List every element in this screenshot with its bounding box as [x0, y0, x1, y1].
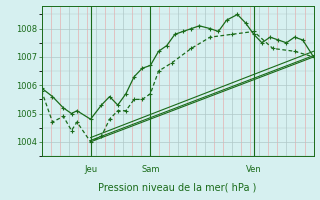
- Text: Ven: Ven: [246, 165, 262, 174]
- Text: Jeu: Jeu: [84, 165, 97, 174]
- Text: Sam: Sam: [141, 165, 160, 174]
- Text: Pression niveau de la mer( hPa ): Pression niveau de la mer( hPa ): [99, 183, 257, 193]
